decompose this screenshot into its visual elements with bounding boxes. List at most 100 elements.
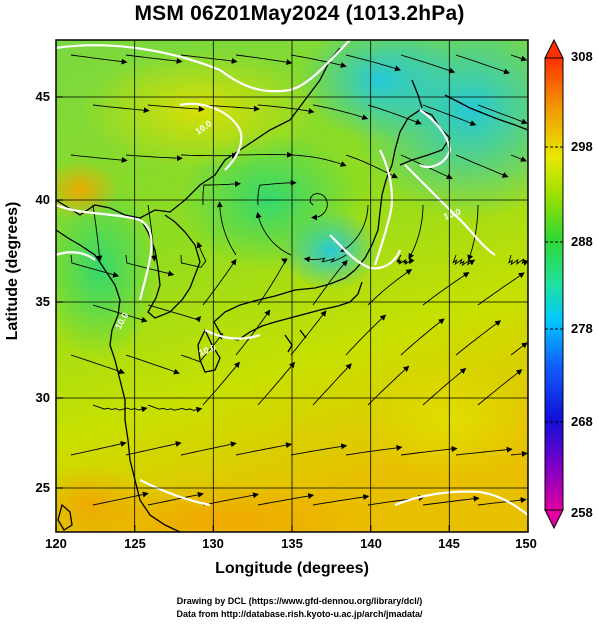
colorbar <box>544 38 564 530</box>
colorbar-gradient <box>544 57 564 511</box>
streamline <box>235 309 271 356</box>
streamline <box>400 54 456 74</box>
coastlines <box>56 47 528 532</box>
streamline <box>477 272 525 306</box>
streamline <box>290 154 347 167</box>
x-tick-label: 135 <box>281 536 303 551</box>
y-tick-label: 25 <box>35 480 50 495</box>
streamline <box>235 151 293 158</box>
streamline <box>147 204 158 262</box>
y-tick-label: 45 <box>35 89 50 104</box>
colorbar-tick-label: 258 <box>571 505 593 520</box>
streamline <box>257 104 315 114</box>
streamline <box>408 204 424 260</box>
x-tick-label: 120 <box>45 536 67 551</box>
streamline <box>309 193 328 221</box>
streamline <box>255 211 292 256</box>
streamline <box>125 54 183 64</box>
x-tick-label: 150 <box>515 536 537 551</box>
streamline <box>147 404 203 413</box>
y-tick-label: 35 <box>35 294 50 309</box>
credit-line-data: Data from http://database.rish.kyoto-u.a… <box>176 609 423 619</box>
streamline <box>510 54 528 62</box>
colorbar-bottom-arrow <box>544 509 564 530</box>
colorbar-tick-label: 278 <box>571 321 593 336</box>
axis-ticks <box>55 96 529 532</box>
streamline <box>235 54 293 66</box>
streamline <box>235 442 292 456</box>
streamline <box>125 154 183 162</box>
streamline <box>367 365 410 406</box>
streamline <box>303 254 347 263</box>
x-axis-label: Longitude (degrees) <box>215 560 369 577</box>
x-tick-label: 130 <box>202 536 224 551</box>
streamline <box>290 54 347 68</box>
temperature-field <box>56 40 528 532</box>
streamline <box>257 258 288 306</box>
streamline <box>312 259 348 306</box>
streamline <box>202 258 237 306</box>
streamline <box>290 310 327 356</box>
streamline <box>455 320 502 356</box>
streamline <box>180 54 238 64</box>
streamline <box>422 495 480 506</box>
streamline <box>147 491 204 506</box>
x-tick-label: 145 <box>438 536 460 551</box>
colorbar-tick-label: 288 <box>571 234 593 249</box>
streamline <box>510 450 528 457</box>
y-tick-label: 40 <box>35 192 50 207</box>
streamline <box>92 404 148 413</box>
streamline <box>70 254 120 278</box>
streamline <box>202 104 260 112</box>
streamline <box>180 333 224 363</box>
streamline <box>452 254 476 267</box>
streamline <box>180 152 238 159</box>
streamline <box>257 179 297 206</box>
streamline <box>422 272 470 306</box>
streamline <box>400 318 445 356</box>
isotherm-contours <box>56 40 528 516</box>
streamline <box>467 204 479 261</box>
streamline <box>70 441 127 456</box>
y-axis-label: Latitude (degrees) <box>4 201 21 341</box>
streamline <box>455 446 513 456</box>
streamline <box>180 441 237 456</box>
streamline <box>216 201 237 256</box>
streamline <box>477 497 527 506</box>
credit-line-drawing: Drawing by DCL (https://www.gfd-dennou.o… <box>176 596 423 606</box>
streamline <box>508 254 528 266</box>
streamline <box>477 104 528 125</box>
streamline <box>92 104 150 114</box>
streamline <box>202 180 241 206</box>
streamline <box>477 369 523 406</box>
streamline <box>367 104 422 125</box>
streamline <box>345 54 401 72</box>
streamline <box>345 314 387 356</box>
streamline <box>92 204 103 262</box>
x-tick-label: 125 <box>124 536 146 551</box>
streamline <box>147 304 202 323</box>
streamline <box>510 342 528 356</box>
streamline <box>290 443 348 456</box>
streamline <box>455 154 509 178</box>
lat-lon-grid <box>56 40 528 532</box>
streamline <box>202 492 259 506</box>
streamline <box>340 204 369 253</box>
streamline <box>125 254 175 277</box>
streamline <box>70 154 128 164</box>
streamline <box>455 54 510 75</box>
streamline <box>312 104 369 120</box>
streamline <box>70 354 126 375</box>
streamline <box>396 254 415 265</box>
streamline <box>147 104 205 113</box>
streamline <box>367 269 413 306</box>
streamline <box>180 241 207 268</box>
streamline <box>257 493 315 506</box>
streamline <box>400 446 458 456</box>
x-tick-label: 140 <box>360 536 382 551</box>
chart-title: MSM 06Z01May2024 (1013.2hPa) <box>134 2 465 25</box>
streamline <box>510 154 527 162</box>
streamline <box>92 491 149 506</box>
y-tick-label: 30 <box>35 390 50 405</box>
